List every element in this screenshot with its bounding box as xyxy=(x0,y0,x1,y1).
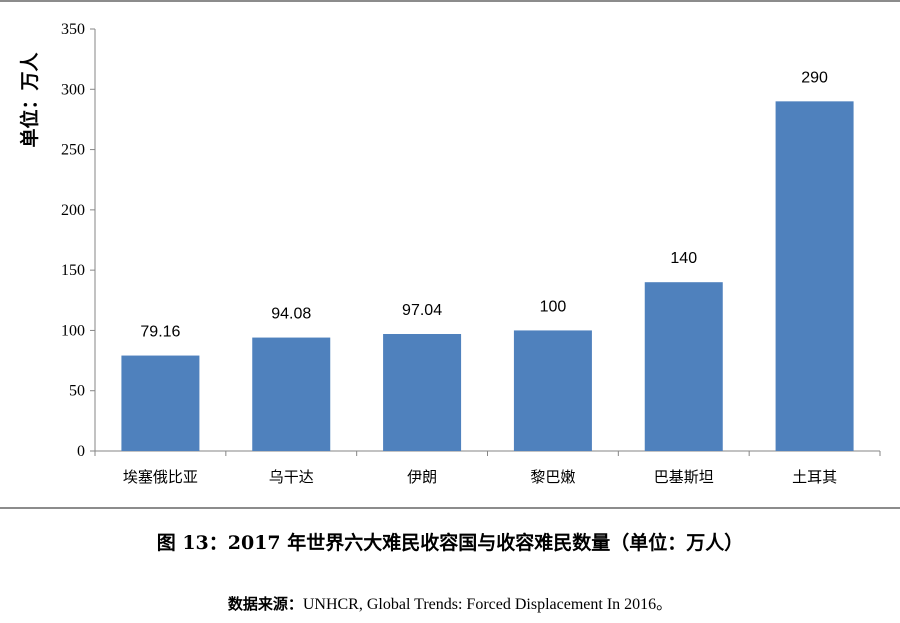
x-tick-label: 乌干达 xyxy=(269,468,314,486)
data-label: 290 xyxy=(801,69,828,86)
bar-chart: 0 50 100 150 200 250 300 350 79.16 埃塞俄比亚 94.08 乌干达… xyxy=(18,21,881,486)
y-tick-label: 150 xyxy=(61,262,85,279)
x-tick-label: 巴基斯坦 xyxy=(654,468,714,486)
source-label: 数据来源： xyxy=(227,595,303,613)
x-tick-label: 土耳其 xyxy=(792,468,837,486)
figure-caption: 图 13：2017 年世界六大难民收容国与收容难民数量（单位：万人） xyxy=(156,532,744,554)
y-tick-label: 100 xyxy=(61,322,85,339)
y-tick-label: 300 xyxy=(61,81,85,98)
x-tick-label: 伊朗 xyxy=(407,468,437,486)
bar xyxy=(644,282,723,451)
y-tick-label: 350 xyxy=(61,21,85,38)
data-label: 94.08 xyxy=(271,306,311,323)
chart-axes: 0 50 100 150 200 250 300 350 xyxy=(61,21,881,460)
source-text: UNHCR, Global Trends: Forced Displacemen… xyxy=(302,596,673,613)
data-label: 100 xyxy=(540,298,567,315)
y-axis-label: 单位：万人 xyxy=(18,52,41,148)
chart-bars: 79.16 埃塞俄比亚 94.08 乌干达 97.04 伊朗 100 黎巴嫩 140 巴基斯坦 29… xyxy=(121,69,854,486)
data-label: 140 xyxy=(670,250,697,267)
y-tick-label: 50 xyxy=(69,383,85,400)
bar xyxy=(121,355,200,451)
data-label: 79.16 xyxy=(140,324,180,341)
bar xyxy=(775,101,854,451)
source-note: 数据来源：UNHCR, Global Trends: Forced Displa… xyxy=(0,590,900,614)
top-rule xyxy=(0,0,900,2)
y-axis-label-group: 单位：万人 xyxy=(18,52,41,148)
y-tick-label: 250 xyxy=(61,142,85,159)
y-tick-label: 0 xyxy=(77,443,85,460)
y-tick-label: 200 xyxy=(61,202,85,219)
x-tick-label: 埃塞俄比亚 xyxy=(123,468,198,486)
data-label: 97.04 xyxy=(402,302,442,319)
bar xyxy=(383,333,462,451)
caption-rule xyxy=(0,507,900,509)
x-tick-label: 黎巴嫩 xyxy=(530,468,575,486)
bar xyxy=(513,330,592,451)
bar xyxy=(252,337,331,451)
